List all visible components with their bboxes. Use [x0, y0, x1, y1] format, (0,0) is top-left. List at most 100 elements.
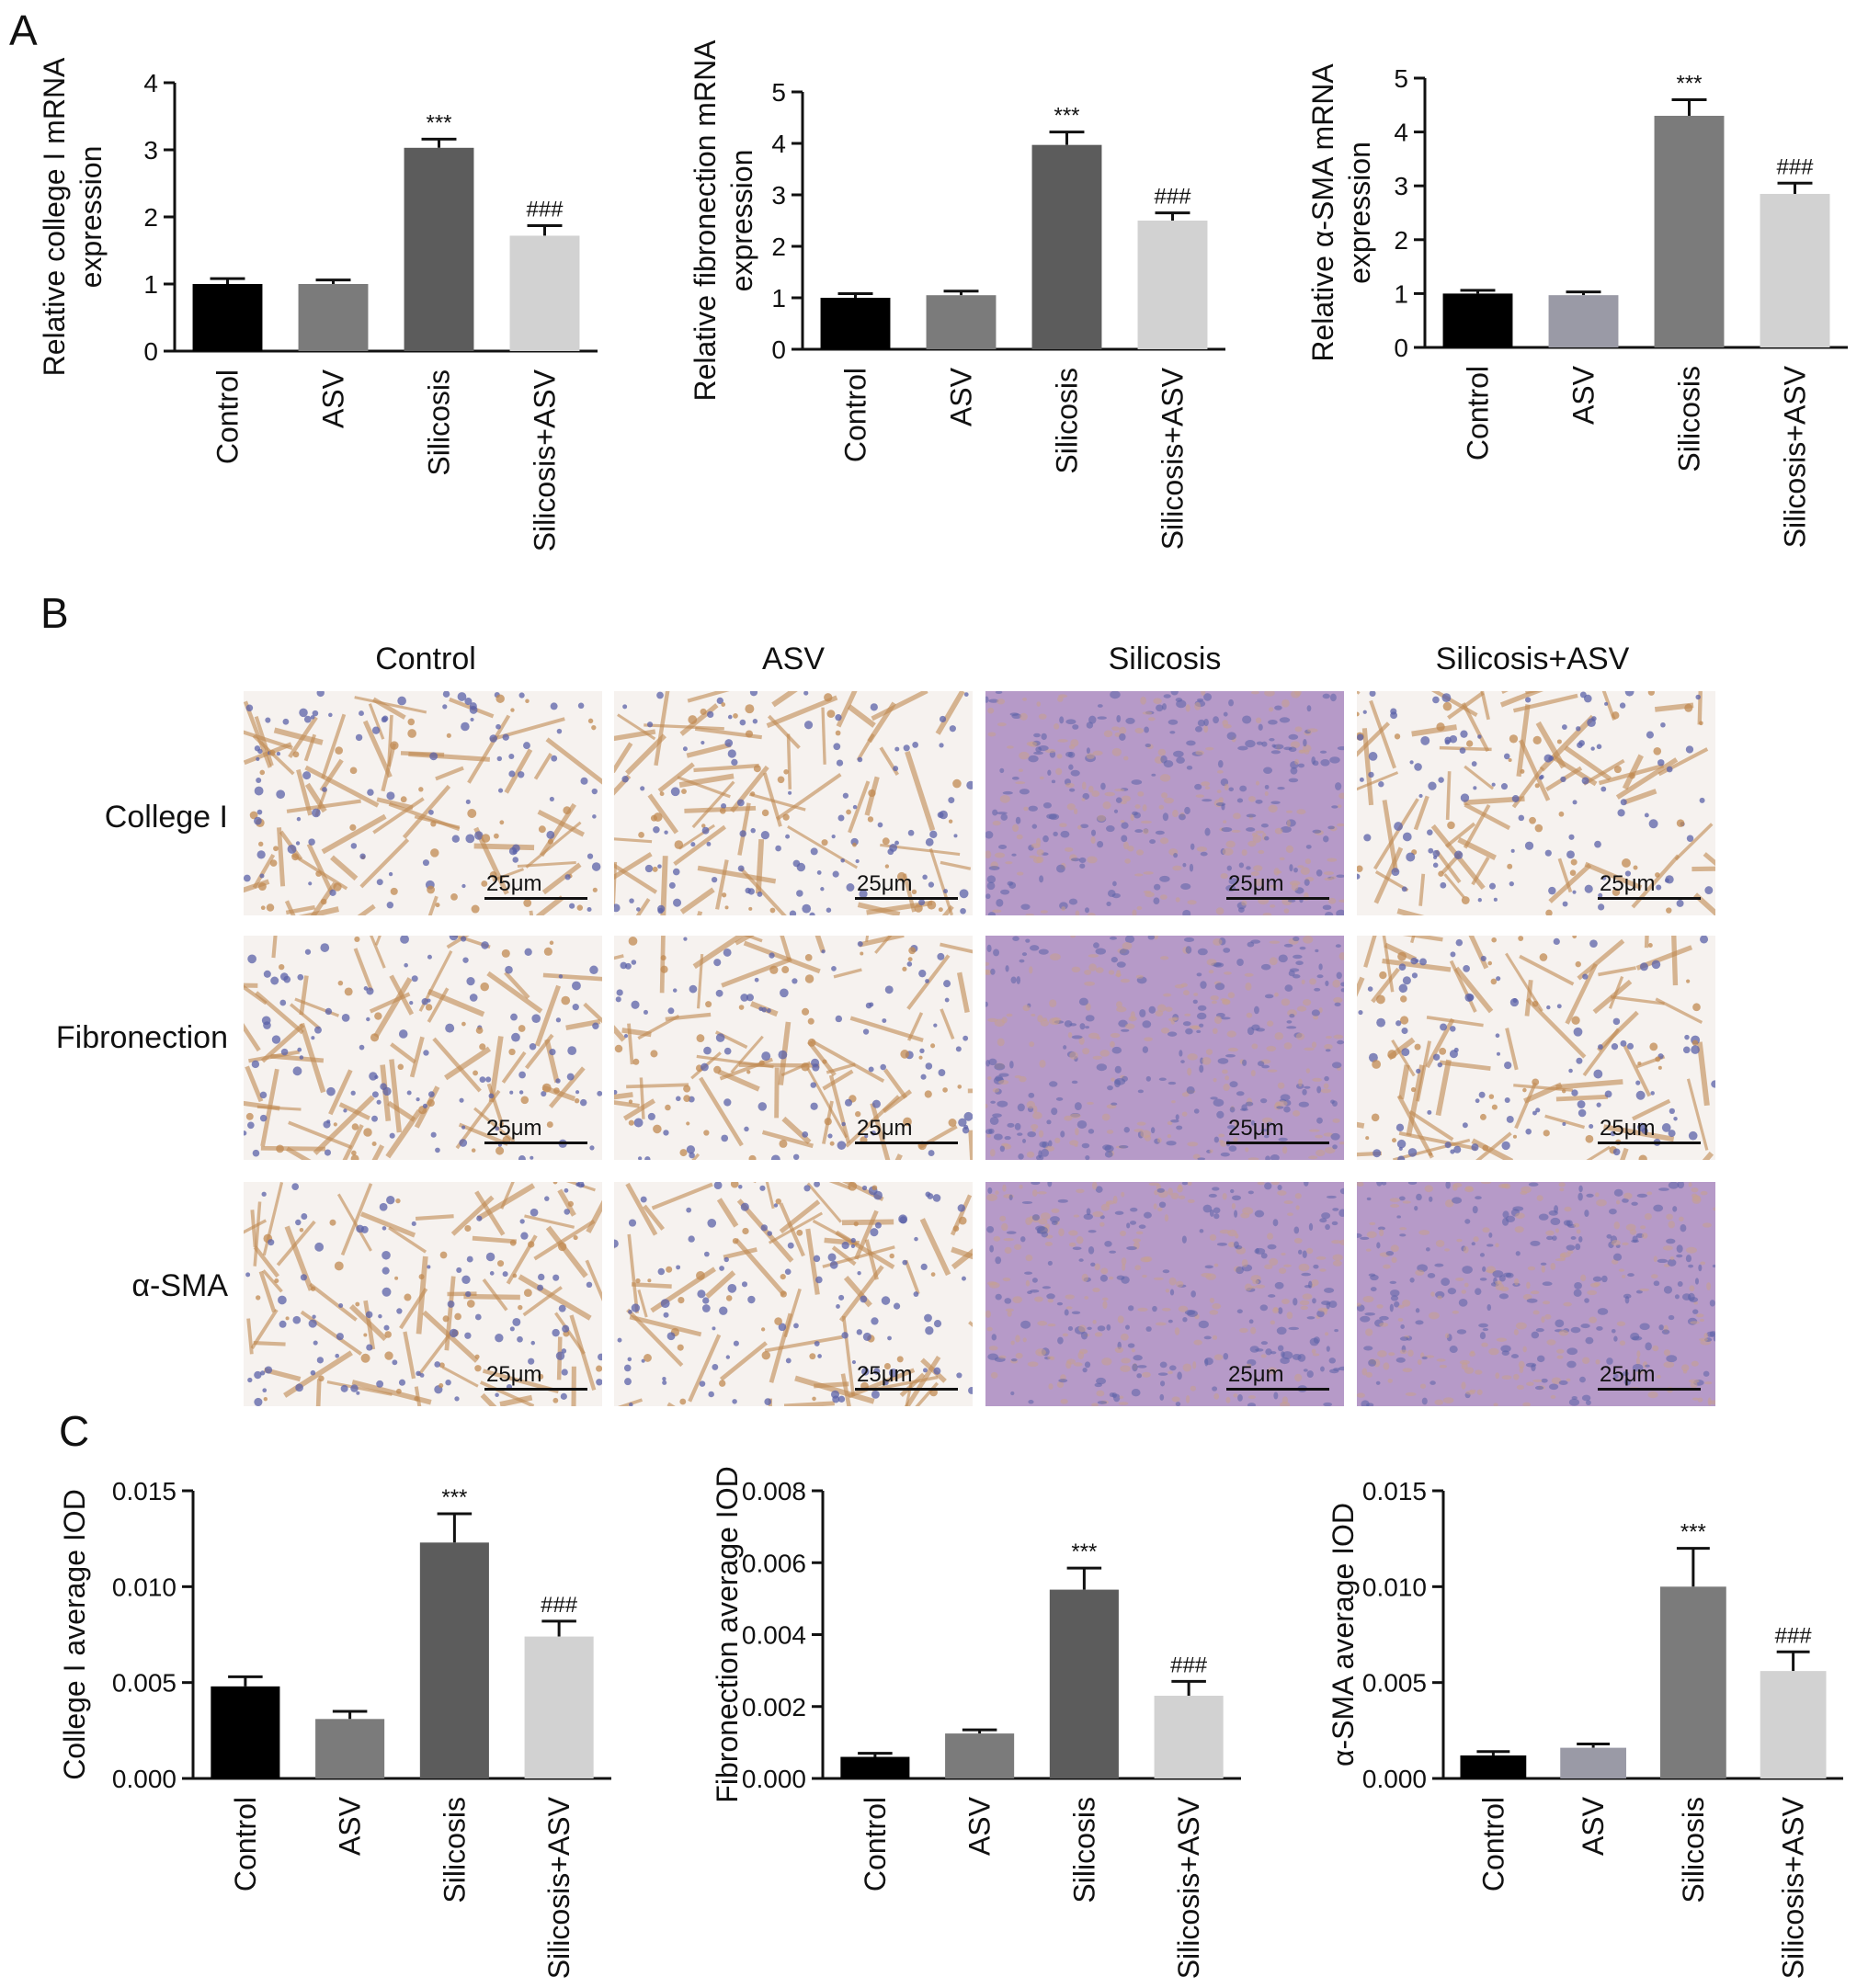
scale-bar [1598, 1142, 1701, 1144]
bar-asv [945, 1733, 1015, 1778]
y-tick-label: 1 [1394, 279, 1408, 308]
x-category-label: Silicosis+ASV [1779, 365, 1812, 548]
micrograph-3-4: 25μm [1357, 1182, 1715, 1406]
micrograph-texture [1357, 691, 1715, 915]
x-category-label: Control [1462, 366, 1495, 460]
histology-column-silicosis: Silicosis [1108, 642, 1222, 676]
scale-bar [1226, 1142, 1329, 1144]
y-tick-label: 2 [143, 203, 158, 232]
y-tick-label: 0.005 [1362, 1669, 1427, 1698]
bar-silicosis-asv [509, 235, 580, 351]
bar-chart-asma-mrna: 0 1 2 3 4 5 Relative α-SMA mRNA expression Contr… [1306, 63, 1848, 548]
y-tick-label: 0.006 [742, 1549, 806, 1577]
micrograph-1-2: 25μm [614, 691, 973, 915]
micrograph-1-1: 25μm [244, 691, 602, 915]
histology-row-asma: α-SMA [131, 1268, 228, 1303]
scale-bar-label: 25μm [857, 1362, 913, 1387]
y-tick-label: 5 [1394, 64, 1408, 93]
micrograph-2-2: 25μm [614, 936, 973, 1160]
y-tick-label: 3 [1394, 172, 1408, 200]
y-tick-label: 0.015 [1362, 1477, 1427, 1505]
scale-bar-label: 25μm [486, 1116, 542, 1141]
scale-bar-label: 25μm [486, 1362, 542, 1387]
significance-annotation: *** [1680, 1520, 1706, 1545]
micrograph-texture [985, 691, 1344, 915]
x-category-label: Silicosis+ASV [1172, 1796, 1205, 1979]
significance-annotation: *** [1054, 104, 1079, 129]
y-axis-label: Relative college I mRNA [38, 57, 71, 376]
bar-silicosis-asv [1760, 193, 1830, 347]
bar-chart-fibronection-mrna: 0 1 2 3 4 5 Relative fibronection mRNA expressi… [689, 40, 1225, 550]
x-category-label: ASV [963, 1796, 997, 1856]
y-tick-label: 0.010 [112, 1573, 177, 1601]
y-axis-label: expression [1343, 142, 1376, 284]
micrograph-3-1: 25μm [244, 1182, 602, 1406]
histology-column-silicosis-asv: Silicosis+ASV [1435, 642, 1630, 676]
y-tick-label: 1 [771, 284, 786, 312]
y-tick-label: 3 [771, 181, 786, 210]
bar-silicosis-asv [1760, 1671, 1827, 1778]
y-tick-label: 0.010 [1362, 1573, 1427, 1601]
scale-bar-label: 25μm [857, 871, 913, 896]
y-axis-label: α-SMA average IOD [1327, 1503, 1360, 1766]
bar-control [1442, 293, 1513, 347]
bar-silicosis [1654, 116, 1725, 348]
micrograph-3-2: 25μm [614, 1182, 973, 1406]
x-category-label: Silicosis [1677, 1797, 1710, 1903]
y-axis-label: Relative α-SMA mRNA [1306, 63, 1339, 362]
y-tick-label: 0.002 [742, 1693, 806, 1721]
scale-bar-label: 25μm [1600, 1362, 1656, 1387]
y-axis-label: College I average IOD [58, 1489, 91, 1780]
x-category-label: ASV [1577, 1796, 1610, 1856]
y-axis-label: Fibronection average IOD [711, 1466, 744, 1802]
significance-annotation: ### [541, 1593, 578, 1618]
significance-annotation: ### [1776, 154, 1814, 179]
scale-bar [1598, 897, 1701, 900]
x-category-label: ASV [317, 369, 350, 428]
micrograph-texture [1357, 936, 1715, 1160]
scale-bar-label: 25μm [1600, 1116, 1656, 1141]
bar-silicosis [1659, 1586, 1726, 1778]
micrograph-texture [244, 691, 602, 915]
x-category-label: Silicosis+ASV [542, 1796, 575, 1979]
micrograph-1-3: 25μm [985, 691, 1344, 915]
x-category-label: ASV [945, 367, 978, 426]
y-tick-label: 0.000 [1362, 1765, 1427, 1793]
panel-label-c: C [59, 1407, 90, 1455]
bar-silicosis [1049, 1589, 1119, 1778]
histology-column-control: Control [375, 642, 476, 676]
histology-row-college: College I [104, 800, 228, 835]
x-category-label: Control [1476, 1797, 1509, 1891]
micrograph-2-1: 25μm [244, 936, 602, 1160]
y-tick-label: 1 [143, 270, 158, 299]
bar-control [211, 1686, 280, 1778]
y-tick-label: 0.000 [742, 1765, 806, 1793]
significance-annotation: ### [1154, 185, 1191, 210]
bar-silicosis-asv [524, 1636, 594, 1778]
micrograph-texture [985, 936, 1344, 1160]
scale-bar [484, 897, 587, 900]
bar-silicosis-asv [1154, 1696, 1224, 1778]
y-axis-label: expression [74, 146, 108, 289]
scale-bar-label: 25μm [1600, 871, 1656, 896]
y-tick-label: 2 [1394, 226, 1408, 255]
micrograph-texture [244, 1182, 602, 1406]
y-tick-label: 0.008 [742, 1477, 806, 1505]
micrograph-texture [244, 936, 602, 1160]
y-axis-label: expression [725, 150, 758, 292]
x-category-label: Control [229, 1797, 262, 1891]
x-category-label: Silicosis [1067, 1797, 1100, 1903]
significance-annotation: *** [441, 1485, 467, 1510]
bar-chart-college-iod: 0.000 0.005 0.010 0.015 College I average IO… [58, 1477, 611, 1979]
scale-bar [855, 897, 958, 900]
x-category-label: Control [839, 368, 872, 462]
bar-control [1460, 1755, 1527, 1778]
significance-annotation: *** [426, 110, 451, 135]
y-tick-label: 0.005 [112, 1669, 177, 1698]
micrograph-texture [614, 1182, 973, 1406]
y-tick-label: 0.004 [742, 1621, 806, 1650]
micrograph-1-4: 25μm [1357, 691, 1715, 915]
bar-silicosis-asv [1137, 221, 1208, 349]
y-tick-label: 2 [771, 233, 786, 261]
scale-bar [484, 1388, 587, 1391]
